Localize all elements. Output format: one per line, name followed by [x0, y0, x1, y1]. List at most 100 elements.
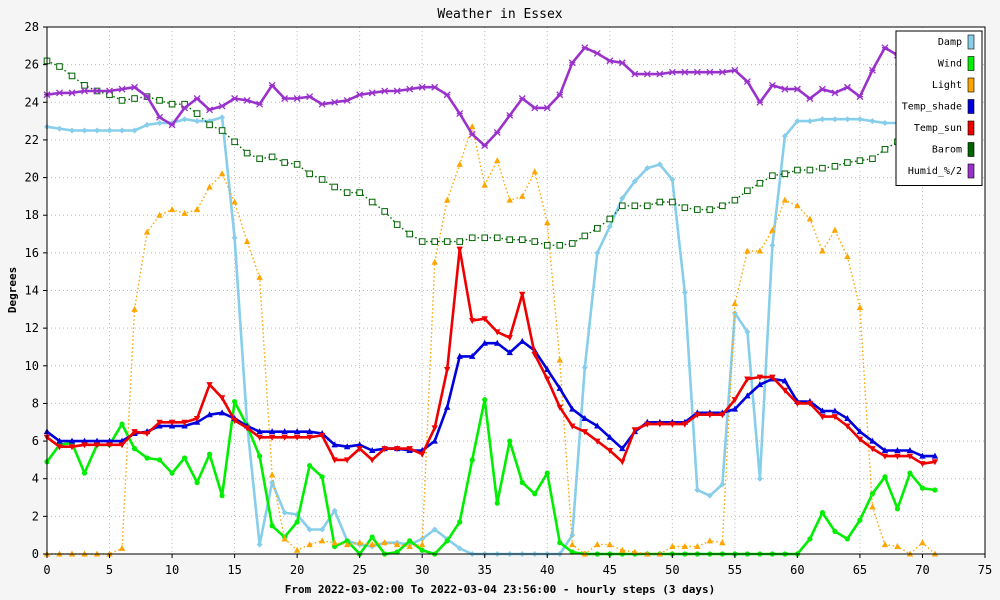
wind-point	[932, 487, 938, 493]
temp-shade-point	[781, 377, 789, 384]
temp-sun-point	[444, 367, 451, 374]
temp-sun-point	[756, 374, 764, 381]
barom-point	[381, 208, 388, 215]
light-point	[356, 539, 363, 546]
temp-shade-point	[844, 414, 851, 421]
barom-point	[518, 236, 526, 243]
humid-2-point	[506, 112, 514, 119]
temp-sun-point	[306, 434, 313, 441]
barom-point	[293, 161, 301, 168]
damp-point	[831, 116, 838, 123]
light-point	[769, 226, 776, 233]
barom-point	[769, 172, 776, 179]
temp-shade-point	[819, 407, 826, 414]
humid-2-point	[481, 142, 489, 150]
temp-sun-point	[794, 400, 801, 407]
humid-2-point	[93, 87, 101, 95]
temp-shade-point	[456, 352, 463, 359]
light-point	[256, 273, 263, 280]
temp-sun-point	[231, 417, 238, 424]
barom-point	[118, 97, 126, 104]
temp-shade-point	[856, 428, 864, 435]
damp-point	[119, 127, 126, 134]
light-point	[231, 198, 238, 205]
temp-sun-point	[506, 335, 513, 342]
temp-shade-point	[594, 422, 601, 429]
temp-sun-point	[819, 414, 826, 421]
barom-point	[456, 238, 464, 245]
light-point	[844, 253, 851, 260]
temp-sun-point	[393, 446, 401, 453]
temp-sun-point	[681, 421, 689, 428]
light-point	[806, 215, 814, 222]
humid-2-point	[756, 98, 764, 106]
wind-point	[532, 491, 538, 497]
wind-point	[844, 536, 851, 542]
wind-point	[181, 455, 188, 461]
series-humid-2	[43, 44, 901, 150]
barom-point	[406, 230, 413, 238]
y-tick-label: 2	[32, 509, 39, 523]
light-point	[168, 206, 176, 213]
wind-point	[919, 485, 926, 491]
humid-2-point	[593, 49, 601, 57]
light-point	[869, 503, 876, 510]
humid-2-point	[156, 113, 164, 121]
wind-point	[419, 547, 425, 553]
humid-2-point	[206, 106, 214, 114]
wind-point	[519, 479, 525, 486]
barom-point	[68, 72, 76, 80]
x-tick-label: 65	[853, 563, 867, 577]
x-tick-label: 50	[665, 563, 679, 577]
series-barom	[43, 57, 939, 249]
humid-2-point	[706, 68, 714, 76]
barom-point	[719, 202, 726, 210]
barom-point	[806, 166, 814, 174]
wind-point	[807, 536, 813, 542]
barom-point	[331, 183, 338, 191]
damp-point	[756, 475, 763, 482]
humid-2-point	[843, 83, 851, 91]
barom-point	[443, 238, 451, 245]
temp-sun-point	[68, 444, 76, 451]
legend-box	[895, 30, 983, 186]
x-tick-label: 30	[415, 563, 429, 577]
series-line-barom	[46, 60, 936, 246]
temp-shade-point	[906, 446, 914, 453]
temp-sun-point	[719, 412, 726, 419]
barom-point	[593, 225, 601, 232]
temp-shade-point	[106, 437, 113, 444]
humid-2-point	[831, 89, 839, 97]
temp-sun-point	[168, 419, 176, 426]
x-tick-label: 5	[106, 563, 113, 577]
temp-sun-point	[656, 421, 664, 428]
temp-shade-point	[619, 445, 626, 452]
humid-2-point	[268, 81, 276, 89]
wind-point	[119, 421, 125, 427]
light-point	[268, 471, 276, 478]
legend-entry-label: Barom	[932, 145, 962, 156]
temp-sun-point	[268, 434, 276, 441]
humid-2-point	[343, 96, 351, 104]
light-point	[556, 356, 563, 363]
y-tick-label: 0	[32, 547, 39, 561]
barom-point	[156, 97, 163, 104]
damp-point	[56, 125, 63, 132]
humid-2-point	[393, 87, 401, 95]
temp-shade-point	[556, 384, 563, 391]
temp-sun-point	[881, 453, 889, 460]
damp-point	[631, 178, 638, 185]
damp-point	[656, 161, 663, 168]
light-point	[193, 206, 201, 213]
wind-point	[907, 470, 913, 476]
y-tick-label: 4	[32, 472, 39, 486]
humid-2-point	[543, 104, 551, 112]
damp-point	[256, 541, 263, 548]
barom-point	[531, 238, 539, 245]
temp-shade-point	[206, 411, 213, 418]
humid-2-point	[431, 83, 439, 91]
legend-swatch	[967, 120, 975, 136]
temp-sun-point	[581, 429, 588, 436]
barom-point	[81, 82, 88, 89]
